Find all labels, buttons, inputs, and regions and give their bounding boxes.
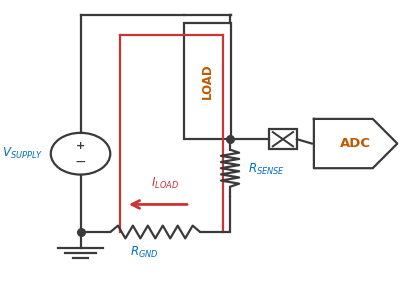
Text: $\mathit{I}_{LOAD}$: $\mathit{I}_{LOAD}$: [151, 176, 179, 191]
Bar: [269, 129, 297, 149]
Text: +: +: [76, 141, 85, 151]
Text: LOAD: LOAD: [201, 64, 214, 99]
Text: $\mathit{R}_{SENSE}$: $\mathit{R}_{SENSE}$: [248, 162, 285, 177]
Text: $\mathit{R}_{GND}$: $\mathit{R}_{GND}$: [130, 245, 159, 260]
Text: $\mathit{V}_{SUPPLY}$: $\mathit{V}_{SUPPLY}$: [2, 146, 43, 161]
Text: ADC: ADC: [339, 137, 371, 150]
Bar: [184, 23, 231, 139]
Text: −: −: [75, 155, 86, 168]
